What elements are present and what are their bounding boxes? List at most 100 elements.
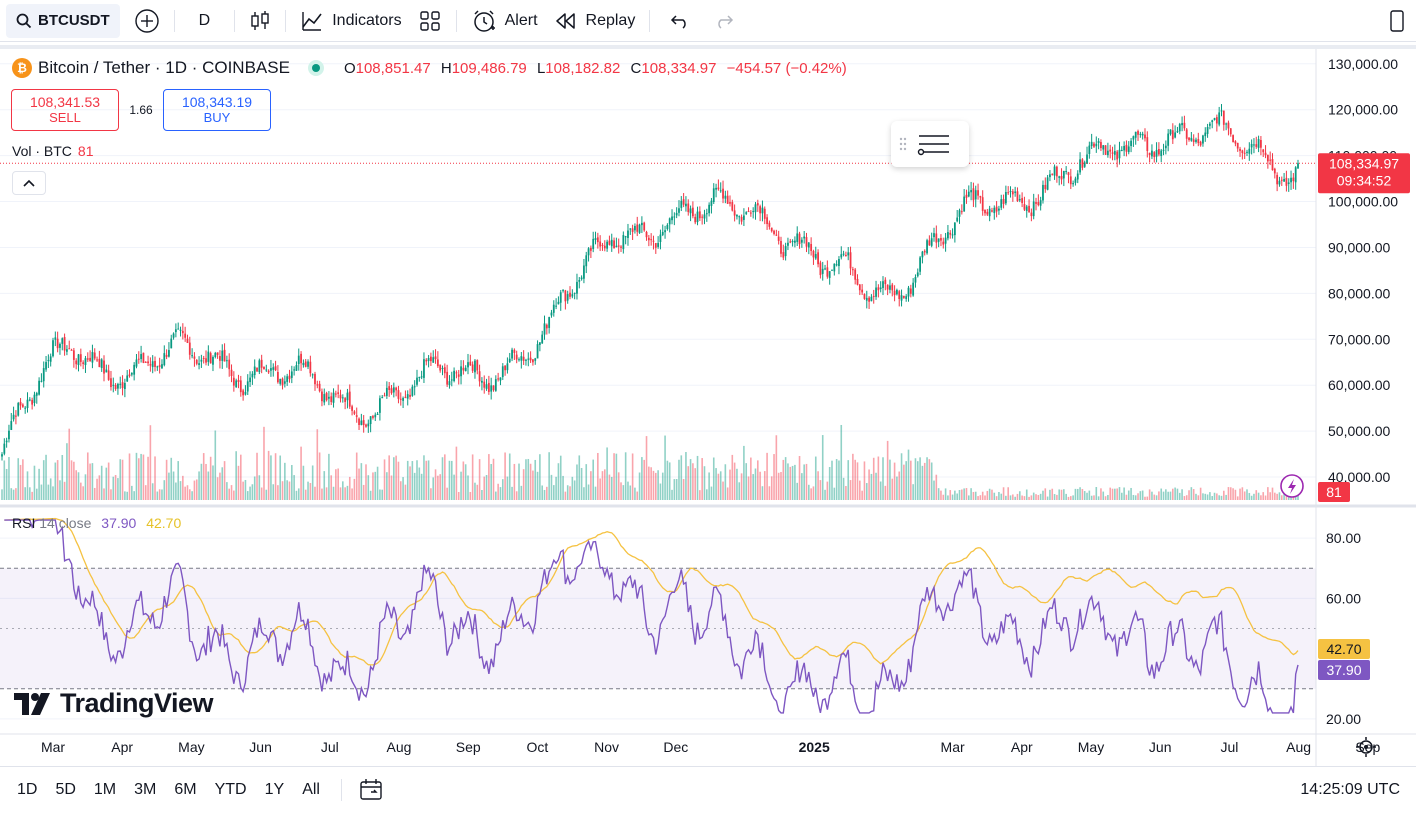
candle-body: [432, 357, 435, 363]
volume-tag-value: 81: [1326, 484, 1342, 500]
volume-bar: [66, 443, 68, 500]
volume-bar: [687, 466, 690, 500]
candle-body: [752, 211, 755, 213]
candles-icon: [251, 10, 269, 30]
volume-bar: [1260, 495, 1262, 500]
collapse-legend-button[interactable]: [12, 171, 46, 195]
candle-body: [353, 411, 356, 414]
time-axis-label: Jun: [1149, 739, 1172, 755]
candle-body: [1069, 176, 1072, 185]
range-3m-button[interactable]: 3M: [134, 780, 157, 798]
candle-body: [979, 196, 982, 198]
drag-handle-icon[interactable]: [899, 136, 907, 152]
settings-gear-button[interactable]: [1356, 737, 1376, 757]
range-1d-button[interactable]: 1D: [17, 780, 38, 798]
time-axis-label: Apr: [111, 739, 133, 755]
candle-body: [1260, 140, 1262, 148]
candle-body: [694, 216, 697, 223]
floating-drawing-toolbar[interactable]: [891, 121, 969, 167]
candle-body: [601, 244, 604, 246]
replay-label: Replay: [585, 11, 636, 29]
volume-bar: [796, 482, 799, 500]
candle-body: [436, 359, 439, 367]
candle-body: [411, 386, 414, 396]
rsi-legend[interactable]: RSI 14 close 37.90 42.70: [12, 515, 181, 531]
candle-body: [144, 361, 147, 363]
volume-bar: [158, 489, 161, 500]
alert-button[interactable]: Alert: [463, 4, 546, 38]
volume-bar: [1037, 495, 1040, 500]
candle-body: [1287, 182, 1290, 184]
candle-body: [571, 294, 574, 297]
candle-body: [112, 384, 115, 386]
volume-bar: [803, 464, 805, 500]
symbol-search-button[interactable]: BTCUSDT: [6, 3, 120, 38]
candle-body: [525, 359, 527, 361]
candle-body: [93, 352, 96, 359]
candle-body: [569, 292, 571, 297]
tradingview-logo[interactable]: TradingView: [14, 688, 214, 719]
range-1y-button[interactable]: 1Y: [264, 780, 285, 798]
candle-body: [573, 292, 576, 294]
candle-body: [344, 398, 347, 402]
volume-bar: [288, 481, 291, 500]
last-price-value: 108,334.97: [1329, 155, 1399, 171]
compare-symbol-button[interactable]: [126, 4, 168, 38]
price-axis[interactable]: 130,000.00120,000.00110,000.00100,000.00…: [1328, 56, 1398, 485]
range-1m-button[interactable]: 1M: [93, 780, 117, 798]
range-5d-button[interactable]: 5D: [55, 780, 76, 798]
undo-button[interactable]: [656, 4, 704, 38]
chart-type-button[interactable]: [241, 4, 279, 38]
volume-bar: [205, 463, 207, 500]
candle-body: [1239, 148, 1241, 151]
drawing-tools-icon[interactable]: [917, 130, 951, 158]
volume-bar: [446, 487, 448, 500]
range-all-button[interactable]: All: [302, 780, 320, 798]
volume-bar: [397, 461, 400, 500]
volume-bar: [316, 429, 319, 500]
volume-bar: [5, 468, 8, 500]
volume-bar: [729, 469, 731, 500]
volume-bar: [1172, 488, 1174, 500]
candle-body: [819, 262, 822, 276]
volume-bar: [928, 459, 931, 500]
templates-button[interactable]: [410, 4, 450, 38]
replay-button[interactable]: Replay: [546, 4, 644, 38]
sell-button[interactable]: 108,341.53 SELL: [11, 89, 119, 131]
volume-bar: [652, 470, 655, 500]
rsi-axis[interactable]: 80.00 60.00 20.00: [1326, 530, 1361, 727]
volume-legend[interactable]: Vol · BTC 81: [12, 143, 93, 159]
candle-body: [251, 373, 254, 378]
buy-button[interactable]: 108,343.19 BUY: [163, 89, 271, 131]
redo-button[interactable]: [704, 4, 744, 38]
time-axis[interactable]: Mar Apr May Jun Jul Aug Sep Oct Nov Dec 2025 Mar Apr…: [41, 739, 1381, 755]
interval-button[interactable]: D: [181, 4, 229, 38]
candle-body: [195, 359, 198, 364]
utc-clock[interactable]: 14:25:09 UTC: [1300, 780, 1400, 798]
goto-date-button[interactable]: [350, 773, 394, 807]
volume-bar: [608, 474, 611, 500]
indicators-button[interactable]: Indicators: [292, 4, 409, 38]
candle-body: [297, 355, 300, 365]
volume-bar: [752, 474, 754, 500]
volume-bar: [61, 455, 64, 500]
volume-bar: [1030, 495, 1033, 500]
time-axis-label: Jun: [249, 739, 272, 755]
lightning-button[interactable]: [1280, 474, 1304, 498]
volume-bar: [1120, 492, 1123, 500]
candle-body: [1093, 143, 1095, 147]
volume-bar: [1134, 495, 1137, 500]
candle-body: [249, 377, 251, 383]
symbol-title[interactable]: Bitcoin / Tether · 1D · COINBASE: [38, 58, 290, 77]
layout-button[interactable]: [1382, 4, 1412, 38]
candle-body: [235, 380, 238, 388]
volume-bar: [559, 455, 562, 500]
volume-bar: [82, 486, 84, 500]
range-6m-button[interactable]: 6M: [174, 780, 197, 798]
range-ytd-button[interactable]: YTD: [214, 780, 247, 798]
volume-bar: [133, 491, 135, 500]
candle-body: [21, 404, 24, 407]
volume-bar: [1039, 493, 1042, 500]
volume-bar: [1294, 494, 1297, 500]
